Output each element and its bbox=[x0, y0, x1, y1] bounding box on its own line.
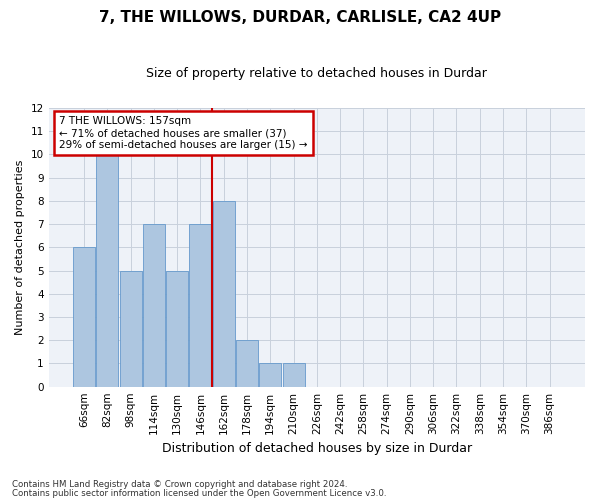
Bar bbox=[259, 364, 281, 386]
Bar bbox=[119, 270, 142, 386]
Text: Contains public sector information licensed under the Open Government Licence v3: Contains public sector information licen… bbox=[12, 488, 386, 498]
Y-axis label: Number of detached properties: Number of detached properties bbox=[15, 160, 25, 335]
Text: 7, THE WILLOWS, DURDAR, CARLISLE, CA2 4UP: 7, THE WILLOWS, DURDAR, CARLISLE, CA2 4U… bbox=[99, 10, 501, 25]
Bar bbox=[166, 270, 188, 386]
Bar bbox=[283, 364, 305, 386]
Bar bbox=[97, 154, 118, 386]
Text: Contains HM Land Registry data © Crown copyright and database right 2024.: Contains HM Land Registry data © Crown c… bbox=[12, 480, 347, 489]
Text: 7 THE WILLOWS: 157sqm
← 71% of detached houses are smaller (37)
29% of semi-deta: 7 THE WILLOWS: 157sqm ← 71% of detached … bbox=[59, 116, 308, 150]
Bar bbox=[212, 201, 235, 386]
Bar bbox=[143, 224, 165, 386]
Bar bbox=[190, 224, 212, 386]
X-axis label: Distribution of detached houses by size in Durdar: Distribution of detached houses by size … bbox=[162, 442, 472, 455]
Title: Size of property relative to detached houses in Durdar: Size of property relative to detached ho… bbox=[146, 68, 487, 80]
Bar bbox=[73, 248, 95, 386]
Bar bbox=[236, 340, 258, 386]
